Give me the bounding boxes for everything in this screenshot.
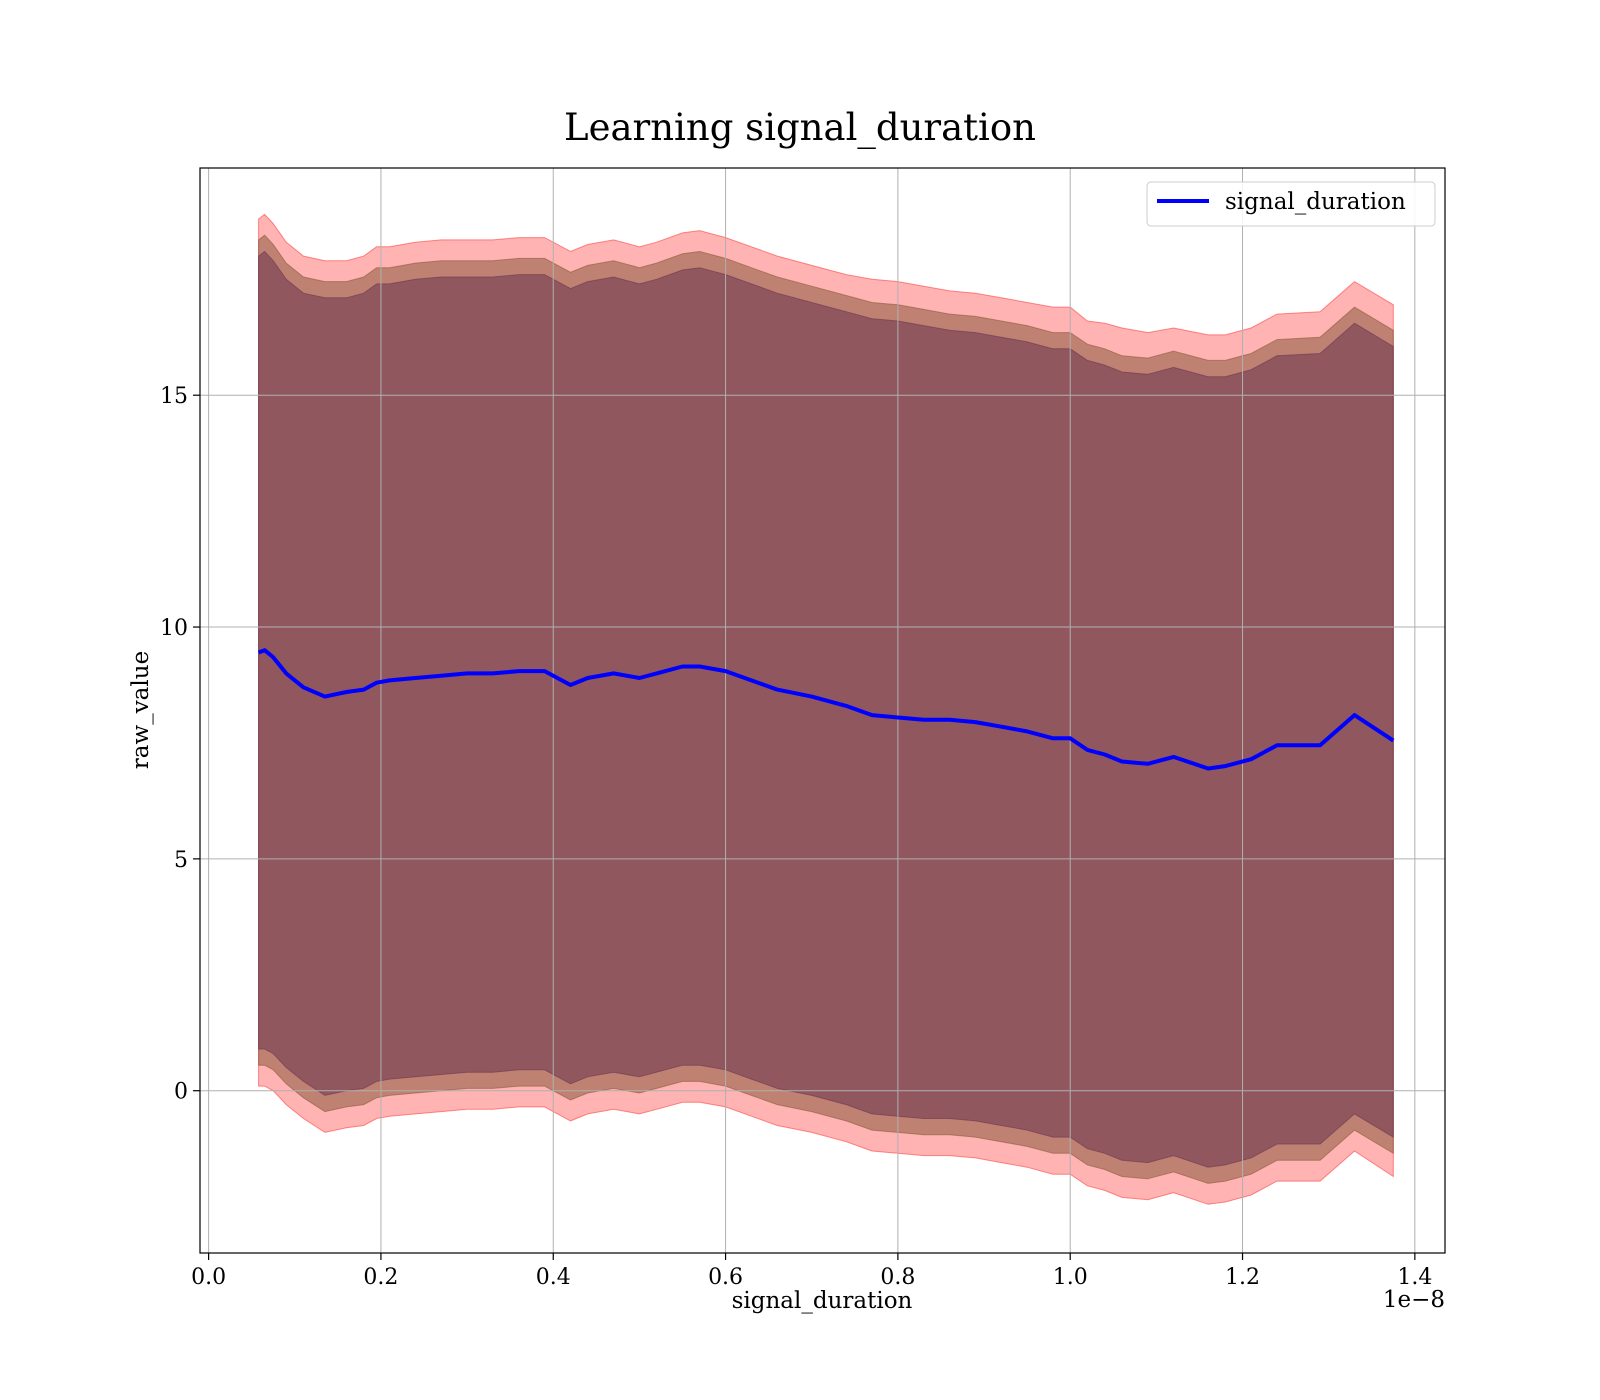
x-tick-label-5: 1.0 xyxy=(1053,1265,1088,1290)
y-tick-label-1: 5 xyxy=(174,848,188,873)
x-tick-label-6: 1.2 xyxy=(1225,1265,1260,1290)
band-2 xyxy=(258,250,1394,1168)
series-lines xyxy=(257,648,1395,771)
x-tick-label-7: 1.4 xyxy=(1397,1265,1432,1290)
series-line-0 xyxy=(257,648,1395,771)
confidence-bands xyxy=(258,213,1394,1205)
y-axis-label: raw_value xyxy=(128,651,154,769)
x-axis-ticks: 0.0 0.2 0.4 0.6 0.8 1.0 1.2 1.4 xyxy=(191,1253,1432,1290)
y-axis-ticks: 0 5 10 15 xyxy=(160,384,200,1105)
legend-box xyxy=(1146,181,1436,227)
legend: signal_duration xyxy=(1146,181,1436,227)
x-axis-label: signal_duration xyxy=(732,1288,913,1314)
x-tick-label-2: 0.4 xyxy=(536,1265,571,1290)
plot-frame xyxy=(199,167,1446,1254)
y-tick-label-2: 10 xyxy=(160,616,188,641)
chart-title: Learning signal_duration xyxy=(564,106,1036,150)
y-tick-label-3: 15 xyxy=(160,384,188,409)
y-tick-label-0: 0 xyxy=(174,1080,188,1105)
x-tick-label-0: 0.0 xyxy=(191,1265,226,1290)
x-tick-label-1: 0.2 xyxy=(363,1265,398,1290)
x-tick-label-3: 0.6 xyxy=(708,1265,743,1290)
legend-label-signal-duration: signal_duration xyxy=(1225,189,1406,215)
grid-lines xyxy=(200,168,1445,1253)
x-axis-offset-label: 1e−8 xyxy=(1383,1287,1445,1313)
x-tick-label-4: 0.8 xyxy=(880,1265,915,1290)
